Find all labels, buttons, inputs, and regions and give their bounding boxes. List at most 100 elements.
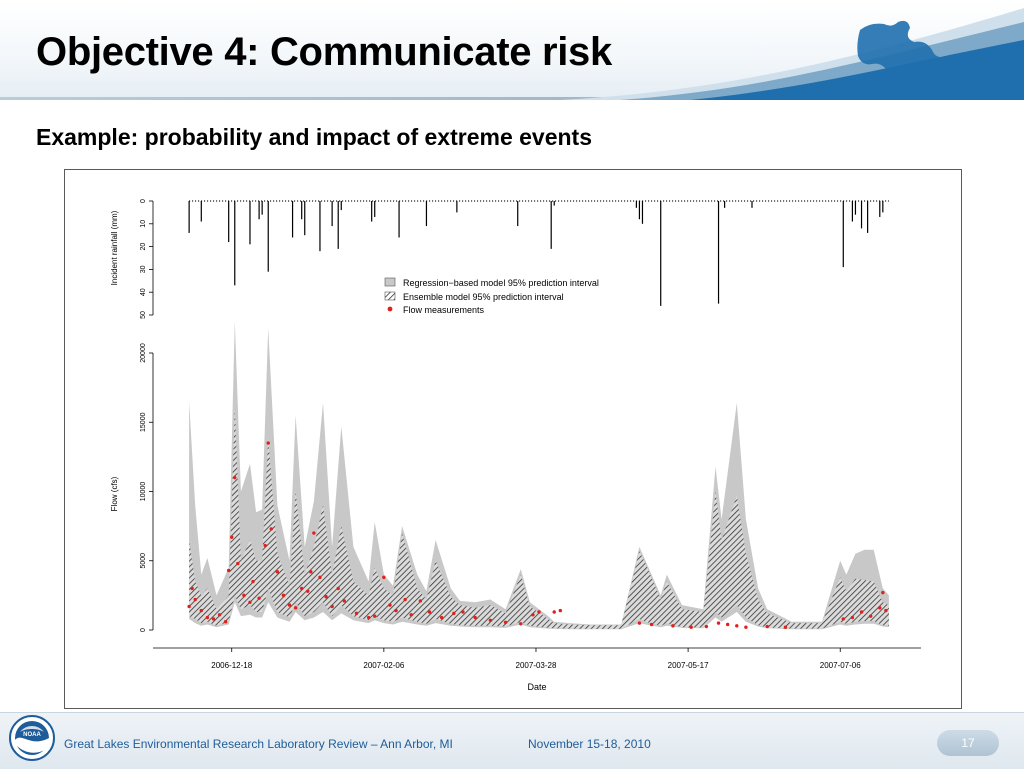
flow-measurement-point [461,610,465,614]
flow-measurement-point [671,624,675,628]
flow-measurement-point [881,590,885,595]
flow-measurement-point [884,608,888,613]
rain-y-tick-label: 20 [140,243,147,251]
flow-y-tick-label: 20000 [140,343,147,363]
flow-measurement-point [275,570,280,574]
flow-measurement-point [519,622,523,626]
x-tick-label: 2007-02-06 [363,661,404,670]
noaa-emblem-icon: NOAA [9,715,55,761]
flow-measurement-point [783,625,788,629]
flow-measurement-point [263,543,267,548]
flow-measurement-point [324,595,328,599]
flow-measurement-point [439,615,444,620]
flow-measurement-point [735,624,739,628]
rain-y-tick-label: 50 [140,311,147,319]
flow-measurement-point [452,611,456,616]
flow-measurement-point [330,604,334,609]
flow-measurement-point [689,625,693,629]
x-tick-label: 2006-12-18 [211,661,252,670]
flow-measurement-point [850,615,855,620]
flow-measurement-point [248,600,252,604]
flow-measurement-point [223,619,228,624]
legend-label-flow-measurements: Flow measurements [403,305,485,315]
legend-label-regression: Regression−based model 95% prediction in… [403,278,599,288]
rainfall-flow-chart: 0 10 20 30 40 50 0 5000 10000 15000 20000 2006-12… [110,199,921,692]
legend-swatch-ensemble [384,291,396,301]
x-tick-label: 2007-03-28 [516,661,557,670]
flow-y-tick-label: 0 [140,628,147,632]
flow-measurement-point [558,608,563,613]
page-number: 17 [937,730,999,756]
flow-measurement-point [725,622,730,627]
flow-measurement-point [859,610,864,614]
flow-measurement-point [242,593,246,598]
rain-y-tick-label: 0 [140,199,147,203]
flow-measurement-point [366,615,371,620]
flow-measurement-point [531,613,535,617]
flow-measurement-point [537,610,541,614]
flow-measurement-point [217,613,222,617]
slide-footer [0,712,1024,769]
flow-measurement-point [427,610,432,614]
flow-measurement-point [251,579,255,584]
flow-measurement-point [193,597,197,602]
flow-measurement-point [266,441,270,445]
flow-measurement-point [704,624,709,629]
flow-measurement-point [226,568,231,573]
header-divider [0,97,1024,100]
flow-measurement-point [649,622,654,627]
flow-measurement-point [281,593,286,598]
great-lakes-map-icon [560,8,1024,100]
legend-swatch-flow-measurements [387,306,393,312]
flow-measurement-point [354,611,359,616]
rain-y-tick-label: 30 [140,265,147,273]
flow-measurement-point [744,625,748,629]
rain-y-axis-label: Incident rainfall (mm) [110,210,119,285]
flow-measurement-point [293,606,298,610]
flow-measurement-point [868,614,873,618]
flow-measurement-point [473,615,477,620]
flow-y-tick-label: 15000 [140,412,147,432]
flow-measurement-point [236,561,240,566]
flow-measurement-point [199,608,203,613]
flow-measurement-point [205,615,210,620]
flow-measurement-point [269,527,273,531]
rain-y-tick-label: 10 [140,220,147,228]
x-tick-label: 2007-07-06 [820,661,861,670]
flow-measurement-point [187,604,191,609]
flow-measurement-point [765,624,769,629]
flow-measurement-point [503,620,508,625]
flow-measurement-point [373,614,377,618]
flow-measurement-point [287,603,292,607]
flow-measurement-point [190,586,194,591]
slide-subtitle: Example: probability and impact of extre… [36,124,592,150]
flow-measurement-point [309,570,313,574]
legend-label-ensemble: Ensemble model 95% prediction interval [403,292,564,302]
flow-measurement-point [382,575,386,580]
legend-swatch-regression [384,277,396,287]
flow-y-tick-label: 5000 [140,553,147,569]
flow-measurement-point [403,597,407,602]
flow-y-axis-label: Flow (cfs) [110,476,119,511]
x-axis-label: Date [527,682,546,692]
flow-measurement-point [230,535,234,539]
flow-measurement-point [312,531,316,535]
flow-measurement-point [388,603,392,607]
flow-y-tick-label: 10000 [140,482,147,502]
noaa-logo-text: NOAA [23,732,41,738]
flow-measurement-point [211,617,216,621]
flow-measurement-point [394,608,398,613]
footer-organization: Great Lakes Environmental Research Labor… [64,737,453,751]
rain-y-tick-label: 40 [140,288,147,296]
flow-measurement-point [552,610,556,614]
footer-date: November 15-18, 2010 [528,737,651,751]
flow-measurement-point [233,475,237,480]
flow-measurement-point [318,575,322,580]
flow-measurement-point [300,586,304,591]
flow-measurement-point [342,599,346,603]
flow-measurement-point [878,606,882,610]
flow-measurement-point [336,586,340,591]
flow-measurement-point [418,599,423,603]
flow-measurement-point [841,617,845,621]
slide-title: Objective 4: Communicate risk [36,30,612,74]
